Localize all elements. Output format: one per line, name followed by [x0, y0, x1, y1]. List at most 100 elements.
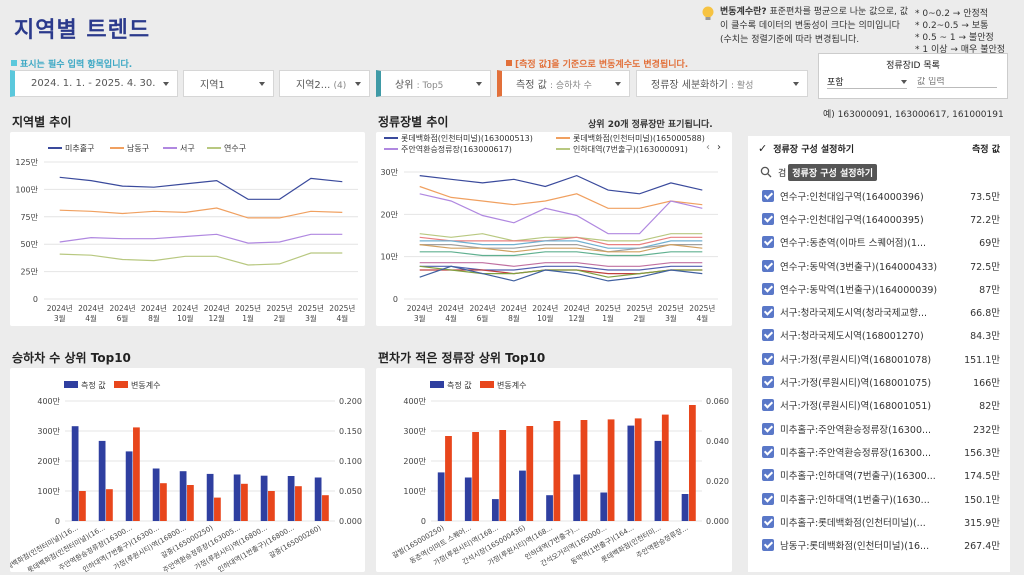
stop-config-row[interactable]: 연수구:동막역(3번출구)(164000433) 72.5만 — [748, 254, 1010, 277]
checkbox[interactable] — [762, 236, 774, 249]
stop-id-mode-select[interactable]: 포함 — [827, 75, 907, 89]
measure-filter[interactable]: 측정 값 : 승하차 수 — [497, 70, 630, 97]
bar-cv — [241, 483, 248, 521]
bar-measure — [681, 494, 689, 521]
stop-trend-title: 정류장별 추이 — [378, 115, 449, 129]
detail-filter[interactable]: 정류장 세분화하기 : 활성 — [636, 70, 808, 97]
y2-tick-label: 0.000 — [706, 517, 729, 526]
series-line-연수구 — [59, 252, 343, 266]
stop-id-input[interactable] — [917, 76, 997, 88]
series-line-롯데백화점(인천터미널)(163000513) — [419, 174, 703, 195]
legend-swatch — [114, 381, 128, 388]
legend-label: 측정 값 — [447, 380, 472, 390]
legend-label: 연수구 — [224, 144, 246, 153]
legend-label: 남동구 — [127, 144, 149, 153]
bar-measure — [71, 426, 79, 521]
chevron-down-icon — [615, 81, 621, 86]
stop-config-header: ✓ 정류장 구성 설정하기 측정 값 — [748, 136, 1010, 160]
bar-cv — [526, 426, 534, 521]
stop-name: 미추홀구:롯데백화점(인천터미널)(... — [780, 517, 926, 529]
checkbox[interactable] — [762, 539, 774, 552]
chevron-down-icon — [476, 81, 482, 86]
stop-config-row[interactable]: 남동구:롯데백화점(인천터미널)(16... 267.4만 — [748, 533, 1010, 556]
legend-label: 미추홀구 — [65, 143, 94, 153]
stop-config-row[interactable]: 연수구:인천대입구역(164000396) 73.5만 — [748, 184, 1010, 207]
stop-config-row[interactable]: 연수구:인천대입구역(164000395) 72.2만 — [748, 207, 1010, 230]
bar-measure — [98, 440, 106, 521]
series-line-s9 — [419, 251, 703, 257]
region2-filter[interactable]: 지역2... (4) — [279, 70, 370, 97]
search-icon — [760, 166, 772, 178]
date-range-filter[interactable]: 2024. 1. 1. - 2025. 4. 30. — [10, 70, 178, 97]
x-tick-label: 4월 — [445, 313, 457, 323]
stop-name: 서구:청라국제도시역(청라국제교향... — [780, 308, 928, 320]
stop-value: 82만 — [979, 401, 1000, 413]
stop-config-panel: ✓ 정류장 구성 설정하기 측정 값 검 정류장 구성 설정하기 연수구:인천대… — [748, 136, 1010, 572]
x-tick-label: 4월 — [85, 313, 97, 323]
x-tick-label: 2월 — [274, 313, 286, 323]
stop-id-panel: 정류장ID 목록 포함 — [818, 53, 1008, 99]
stop-config-row[interactable]: 서구:청라국제도시역(청라국제교향... 66.8만 — [748, 300, 1010, 323]
x-tick-label: 2024년 — [141, 303, 167, 313]
bar-measure — [491, 499, 499, 521]
stop-config-row[interactable]: 서구:청라국제도시역(168001270) 84.3만 — [748, 324, 1010, 347]
y-tick-label: 100만 — [15, 185, 38, 194]
checkbox[interactable] — [762, 492, 774, 505]
checkbox[interactable] — [762, 259, 774, 272]
stop-config-row[interactable]: 미추홀구:인하대역(7번출구)(16300... 174.5만 — [748, 464, 1010, 487]
checkbox[interactable] — [762, 212, 774, 225]
x-tick-label: 4월 — [336, 313, 348, 323]
stop-config-row[interactable]: 서구:가정(루원시티)역(168001075) 166만 — [748, 370, 1010, 393]
series-line-인하대역(7번출구)(163000091) — [419, 233, 703, 242]
stop-config-row[interactable]: 서구:가정(루원시티)역(168001078) 151.1만 — [748, 347, 1010, 370]
y-tick-label: 0 — [55, 517, 60, 526]
x-tick-label: 1월 — [242, 313, 254, 323]
stop-config-search[interactable]: 검 정류장 구성 설정하기 — [748, 160, 1010, 184]
stop-config-row[interactable]: 미추홀구:주안역환승정류장(16300... 156.3만 — [748, 440, 1010, 463]
required-note: 표시는 필수 입력 항목입니다. — [11, 57, 132, 70]
legend-swatch — [430, 381, 444, 388]
low-dev-title: 편차가 적은 정류장 상위 Top10 — [378, 351, 546, 365]
checkbox[interactable] — [762, 282, 774, 295]
y2-tick-label: 0.200 — [339, 397, 362, 406]
y-tick-label: 0 — [421, 517, 426, 526]
stop-value: 87만 — [979, 284, 1000, 296]
stop-config-row[interactable]: 미추홀구:인하대역(1번출구)(1630... 150.1만 — [748, 487, 1010, 510]
rank-filter[interactable]: 상위 : Top5 — [376, 70, 491, 97]
stop-value: 73.5만 — [970, 191, 1000, 203]
stop-config-row[interactable]: 미추홀구:롯데백화점(인천터미널)(... 315.9만 — [748, 510, 1010, 533]
checkbox[interactable] — [762, 376, 774, 389]
checkbox[interactable] — [762, 399, 774, 412]
check-icon[interactable]: ✓ — [758, 141, 768, 155]
y2-tick-label: 0.040 — [706, 437, 729, 446]
checkbox[interactable] — [762, 445, 774, 458]
region1-filter[interactable]: 지역1 — [183, 70, 274, 97]
x-tick-label: 4월 — [696, 313, 708, 323]
stop-config-row[interactable]: 연수구:동춘역(이마트 스퀘어점)(1... 69만 — [748, 231, 1010, 254]
bar-measure — [125, 451, 133, 521]
bar-measure — [519, 470, 526, 521]
y2-tick-label: 0.150 — [339, 427, 362, 436]
checkbox[interactable] — [762, 422, 774, 435]
lightbulb-icon — [702, 6, 714, 20]
checkbox[interactable] — [762, 469, 774, 482]
bar-measure — [627, 425, 635, 521]
checkbox[interactable] — [762, 306, 774, 319]
stop-config-row[interactable]: 연수구:동막역(1번출구)(164000039) 87만 — [748, 277, 1010, 300]
checkbox[interactable] — [762, 515, 774, 528]
stop-value: 166만 — [973, 378, 1000, 390]
stop-value: 84.3만 — [970, 331, 1000, 343]
example-ids: 예) 163000091, 163000617, 161000191 — [823, 110, 1004, 120]
y2-tick-label: 0.100 — [339, 457, 362, 466]
top10-card: 0 100만 200만 300만 400만 0.000 0.050 0.100 0.150 0.2… — [0, 368, 365, 575]
region2-label: 지역2... — [296, 80, 331, 91]
series-line-s11 — [419, 265, 703, 271]
checkbox[interactable] — [762, 189, 774, 202]
bar-measure — [206, 473, 214, 521]
stop-config-row[interactable]: 서구:가정(루원시티)역(168001051) 82만 — [748, 394, 1010, 417]
stop-config-row[interactable]: 미추홀구:주안역환승정류장(16300... 232만 — [748, 417, 1010, 440]
detail-value: : 활성 — [730, 81, 754, 91]
checkbox[interactable] — [762, 329, 774, 342]
checkbox[interactable] — [762, 352, 774, 365]
y-tick-label: 25만 — [20, 268, 38, 277]
